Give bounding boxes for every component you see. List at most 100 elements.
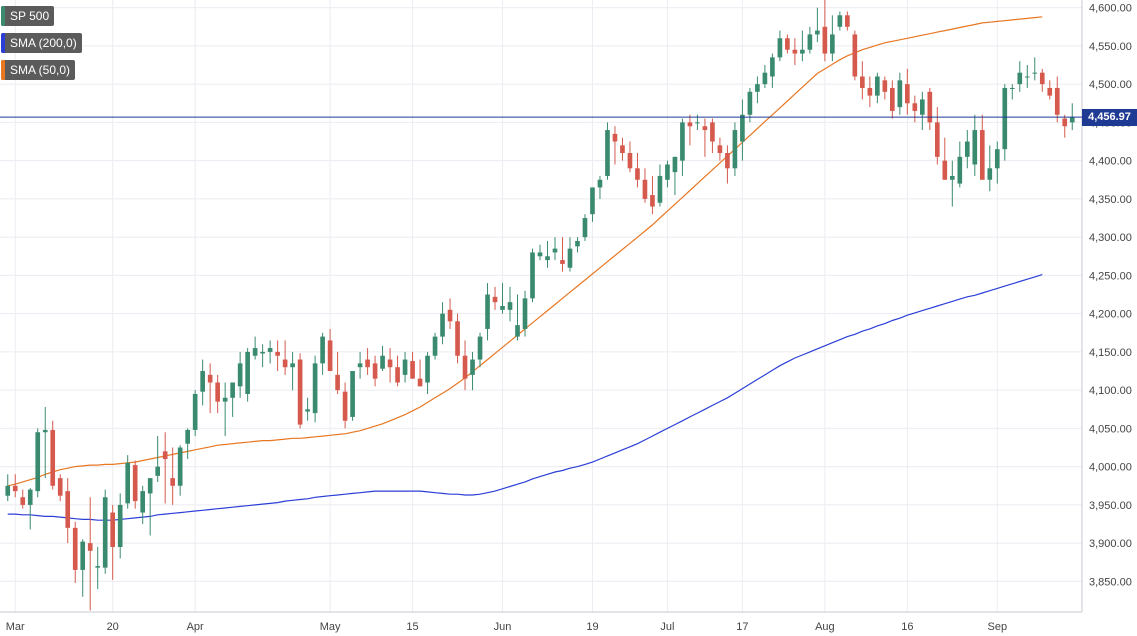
candle-body: [50, 429, 56, 486]
candle-body: [942, 160, 948, 180]
candle-body: [919, 99, 925, 115]
legend-item-sp500[interactable]: SP 500: [1, 6, 55, 26]
candle-body: [417, 378, 423, 387]
candle-body: [117, 504, 123, 547]
candle-body: [979, 130, 985, 180]
candle-body: [147, 478, 153, 494]
candle-body: [957, 156, 963, 184]
y-tick-label: 4,050.00: [1089, 423, 1132, 435]
candle-body: [80, 541, 86, 570]
candle-body: [177, 447, 183, 486]
candle-body: [545, 256, 550, 261]
candle-body: [792, 49, 798, 54]
candle-body: [605, 130, 610, 176]
candle-body: [785, 38, 790, 50]
candle-body: [162, 451, 168, 459]
candle-body: [830, 34, 835, 54]
legend-label-sma50: SMA (50,0): [10, 63, 71, 77]
x-tick-label: Aug: [815, 621, 835, 633]
candle-body: [687, 122, 693, 127]
y-tick-label: 4,600.00: [1089, 3, 1132, 15]
candle-body: [402, 359, 408, 375]
candle-body: [320, 336, 325, 364]
y-tick-label: 4,200.00: [1089, 309, 1132, 321]
candle-body: [552, 248, 558, 253]
y-tick-label: 3,850.00: [1089, 576, 1132, 588]
candle-body: [875, 76, 880, 96]
candle-body: [515, 325, 520, 337]
y-tick-label: 4,350.00: [1089, 194, 1132, 206]
candle-body: [335, 374, 340, 391]
candle-body: [994, 149, 1000, 169]
legend-item-sma50[interactable]: SMA (50,0): [1, 60, 76, 80]
candle-body: [327, 340, 333, 372]
candle-body: [42, 429, 48, 433]
candle-body: [185, 429, 190, 444]
candle-body: [27, 489, 33, 505]
candle-body: [455, 321, 460, 356]
candle-body: [642, 179, 648, 199]
candle-body: [507, 302, 513, 310]
candle-body: [815, 30, 820, 35]
candle-body: [5, 485, 11, 496]
y-tick-label: 4,500.00: [1089, 79, 1132, 91]
candle-body: [387, 359, 393, 368]
candle-body: [1047, 87, 1053, 96]
candle-body: [620, 145, 625, 153]
candle-body: [530, 252, 535, 299]
candle-body: [207, 374, 213, 383]
y-tick-label: 4,150.00: [1089, 347, 1132, 359]
candle-body: [537, 252, 543, 257]
candle-body: [860, 76, 865, 88]
sma-200-line: [7, 274, 1043, 521]
candle-body: [192, 393, 198, 430]
candle-body: [72, 527, 78, 570]
candle-body: [125, 462, 131, 504]
candle-body: [777, 38, 783, 58]
candle-body: [845, 15, 850, 27]
candle-body: [492, 296, 498, 303]
candle-body: [170, 478, 175, 486]
candle-body: [200, 371, 205, 392]
candle-body: [635, 168, 640, 180]
legend-item-sma200[interactable]: SMA (200,0): [1, 33, 82, 53]
legend-swatch-sma200: [1, 33, 5, 53]
y-tick-label: 4,300.00: [1089, 232, 1132, 244]
candle-body: [350, 371, 355, 417]
candle-body: [372, 363, 378, 379]
candle-body: [597, 179, 603, 188]
candle-body: [1024, 76, 1030, 78]
candle-body: [1039, 72, 1045, 85]
candle-body: [485, 294, 490, 329]
candle-body: [12, 485, 18, 492]
candle-body: [897, 80, 903, 108]
candle-body: [425, 355, 430, 383]
candle-body: [717, 145, 723, 153]
candle-body: [140, 491, 146, 513]
candle-body: [905, 84, 910, 104]
candle-body: [867, 87, 873, 96]
x-tick-label: 15: [406, 621, 418, 633]
candle-body: [1054, 87, 1060, 115]
candle-body: [912, 103, 918, 111]
candle-body: [282, 359, 288, 368]
candle-body: [260, 351, 265, 354]
candle-body: [357, 363, 363, 368]
candle-body: [522, 298, 528, 329]
legend-swatch-sma50: [1, 60, 5, 80]
candle-body: [680, 122, 685, 161]
candle-body: [447, 309, 453, 322]
candle-body: [732, 130, 738, 169]
candle-body: [462, 355, 468, 379]
y-tick-label: 4,550.00: [1089, 41, 1132, 53]
candle-body: [710, 122, 715, 142]
x-tick-label: Jul: [660, 621, 674, 633]
candle-body: [582, 218, 588, 238]
candle-body: [762, 72, 768, 85]
x-tick-label: Sep: [987, 621, 1007, 633]
y-tick-label: 4,250.00: [1089, 270, 1132, 282]
candle-body: [575, 240, 580, 247]
candle-body: [1017, 72, 1023, 85]
candle-body: [252, 348, 258, 356]
